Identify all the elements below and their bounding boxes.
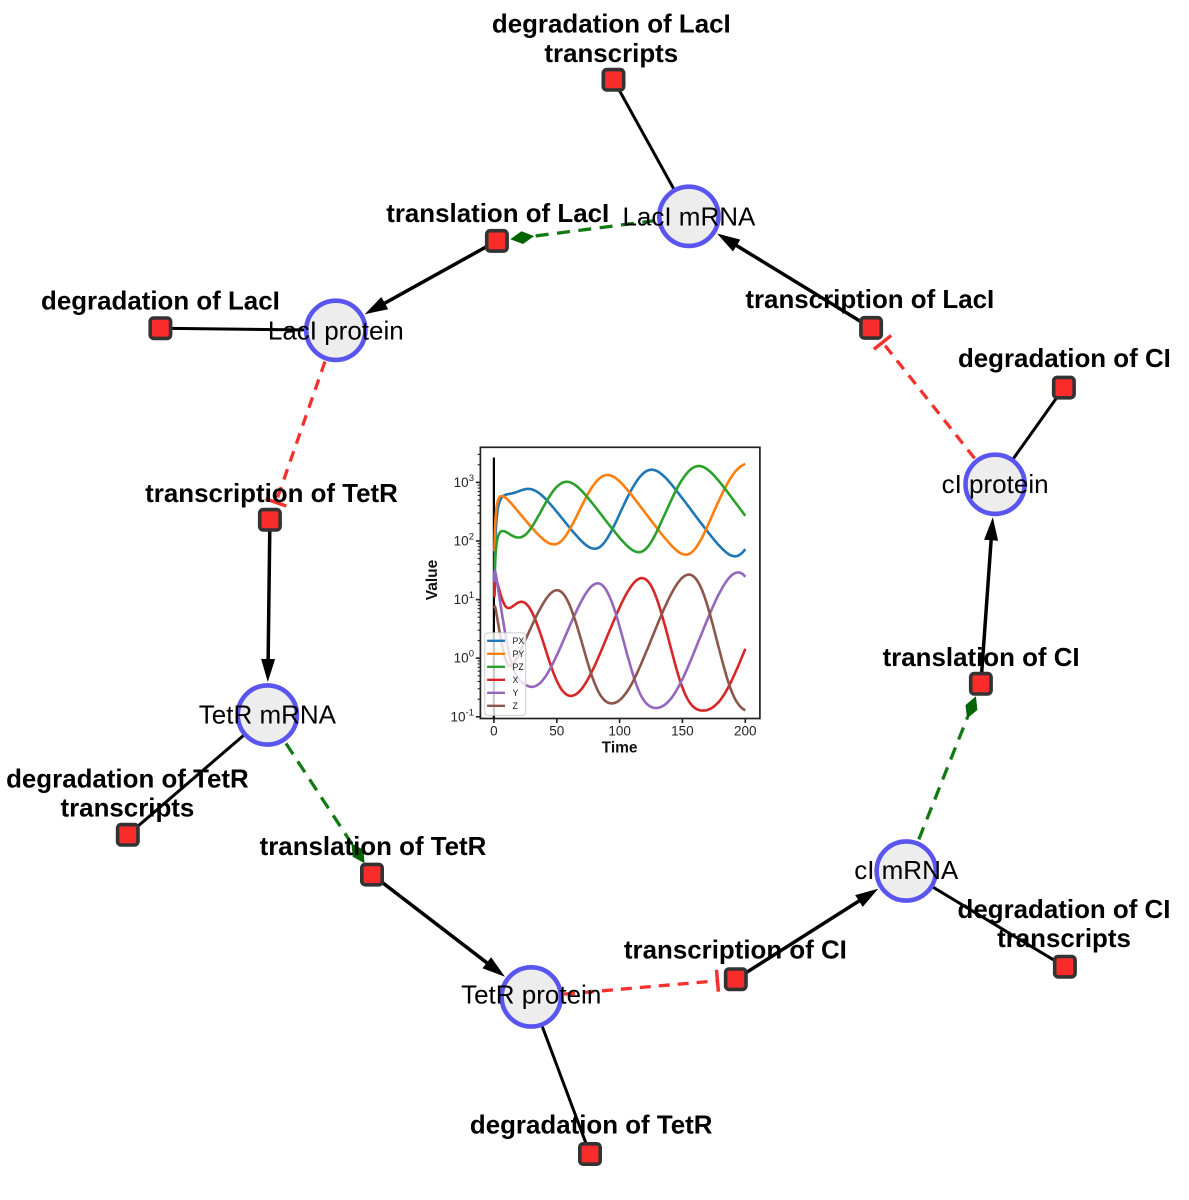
svg-text:LacI protein: LacI protein — [268, 316, 404, 346]
svg-text:TetR protein: TetR protein — [461, 980, 601, 1010]
svg-text:transcripts: transcripts — [544, 40, 678, 68]
svg-text:X: X — [513, 675, 519, 685]
svg-text:degradation of CI: degradation of CI — [958, 896, 1171, 924]
svg-text:TetR mRNA: TetR mRNA — [199, 700, 337, 730]
svg-text:translation of LacI: translation of LacI — [386, 200, 609, 228]
svg-text:50: 50 — [549, 724, 564, 739]
svg-text:degradation of CI: degradation of CI — [958, 345, 1171, 373]
svg-text:Value: Value — [424, 559, 441, 600]
svg-text:transcripts: transcripts — [997, 925, 1131, 953]
svg-text:transcription of LacI: transcription of LacI — [745, 286, 994, 314]
svg-text:degradation of LacI: degradation of LacI — [492, 11, 731, 39]
svg-text:100: 100 — [608, 724, 631, 739]
svg-text:200: 200 — [734, 724, 757, 739]
svg-text:translation of CI: translation of CI — [883, 644, 1080, 672]
svg-text:transcription of TetR: transcription of TetR — [145, 480, 398, 508]
svg-text:degradation of TetR: degradation of TetR — [6, 766, 249, 794]
svg-text:Z: Z — [513, 701, 519, 711]
svg-text:150: 150 — [671, 724, 694, 739]
svg-text:transcripts: transcripts — [60, 795, 194, 823]
svg-text:LacI mRNA: LacI mRNA — [622, 201, 756, 231]
svg-text:0: 0 — [490, 724, 498, 739]
svg-text:transcription of CI: transcription of CI — [624, 936, 847, 964]
svg-text:PX: PX — [513, 636, 525, 646]
svg-text:Time: Time — [602, 740, 638, 757]
svg-text:degradation of TetR: degradation of TetR — [470, 1112, 713, 1140]
svg-text:Y: Y — [513, 688, 519, 698]
svg-text:cI protein: cI protein — [942, 469, 1049, 499]
svg-text:cI mRNA: cI mRNA — [854, 855, 959, 885]
svg-text:degradation of LacI: degradation of LacI — [41, 287, 280, 315]
svg-text:PY: PY — [513, 649, 525, 659]
svg-text:PZ: PZ — [513, 662, 525, 672]
svg-text:translation of TetR: translation of TetR — [260, 833, 487, 861]
